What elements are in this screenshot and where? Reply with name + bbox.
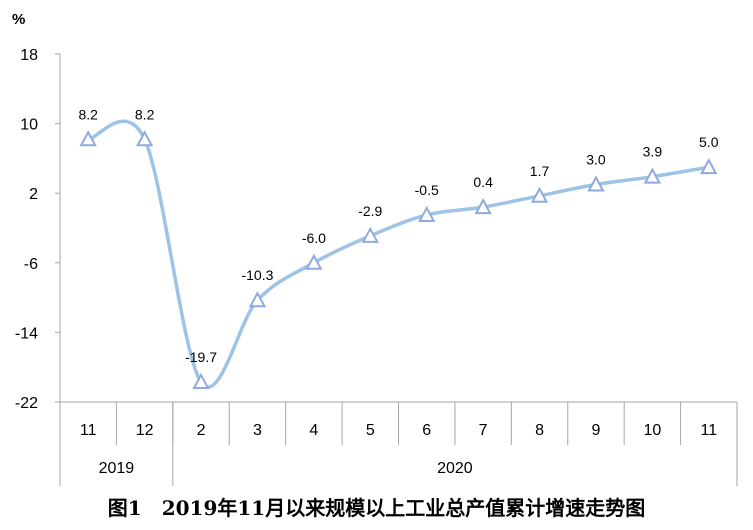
data-label: 1.7 <box>530 163 550 179</box>
y-unit-label: % <box>12 11 25 28</box>
y-tick-label: 2 <box>29 186 38 203</box>
data-point-marker <box>248 291 267 308</box>
data-label: 3.9 <box>643 144 663 160</box>
data-label: -19.7 <box>185 349 217 365</box>
data-point-marker <box>530 186 549 203</box>
chart-caption: 图1 2019年11月以来规模以上工业总产值累计增速走势图 <box>107 496 646 520</box>
x-category-label: 4 <box>309 422 318 439</box>
y-axis-ticks: 18 10 2 -6 -14 -22 <box>15 47 60 412</box>
data-label: -10.3 <box>241 267 273 283</box>
x-category-label: 12 <box>136 422 154 439</box>
x-category-label: 11 <box>700 422 717 439</box>
y-tick-label: -14 <box>15 325 38 342</box>
data-point-marker <box>418 205 436 222</box>
data-point-marker <box>700 157 718 175</box>
data-point-marker <box>79 130 97 147</box>
data-label: 3.0 <box>586 152 606 168</box>
data-label: 5.0 <box>699 134 719 150</box>
data-point-marker <box>474 198 492 215</box>
x-category-label: 2 <box>197 422 206 439</box>
data-label: 8.2 <box>135 106 155 122</box>
y-tick-label: 18 <box>20 47 38 64</box>
x-category-label: 5 <box>366 422 375 439</box>
y-tick-label: -22 <box>15 395 38 412</box>
series-group <box>79 119 718 389</box>
data-label: 8.2 <box>78 106 98 122</box>
data-label: 0.4 <box>473 174 493 190</box>
x-category-label: 11 <box>80 422 97 439</box>
x-category-label: 9 <box>592 422 601 439</box>
year-group-label: 2020 <box>437 460 473 477</box>
data-point-marker <box>587 175 605 192</box>
series-line <box>87 119 710 389</box>
x-category-label: 6 <box>422 422 431 439</box>
data-point-marker <box>643 167 662 184</box>
x-category-label: 7 <box>479 422 488 439</box>
x-category-label: 3 <box>253 422 262 439</box>
data-labels: 8.2 8.2 -19.7 -10.3 -6.0 -2.9 -0.5 0.4 1.7 3.0 3.9… <box>78 106 718 365</box>
x-category-label: 10 <box>643 422 661 439</box>
y-tick-label: 10 <box>20 117 38 134</box>
data-point-marker <box>305 253 323 270</box>
y-tick-label: -6 <box>24 256 38 273</box>
chart-axes <box>59 54 738 486</box>
data-label: -0.5 <box>415 182 439 198</box>
data-point-marker <box>361 226 379 243</box>
data-point-marker <box>192 372 210 389</box>
data-point-marker <box>135 130 154 147</box>
line-chart: 18 10 2 -6 -14 -22 11 12 2 3 4 5 6 7 8 9 10 11 2019 2020 8… <box>12 11 738 486</box>
x-axis-categories: 11 12 2 3 4 5 6 7 8 9 10 11 2019 2020 <box>80 422 717 477</box>
data-label: -2.9 <box>358 203 382 219</box>
year-group-label: 2019 <box>99 460 135 477</box>
data-label: -6.0 <box>302 230 326 246</box>
x-category-label: 8 <box>535 422 544 439</box>
